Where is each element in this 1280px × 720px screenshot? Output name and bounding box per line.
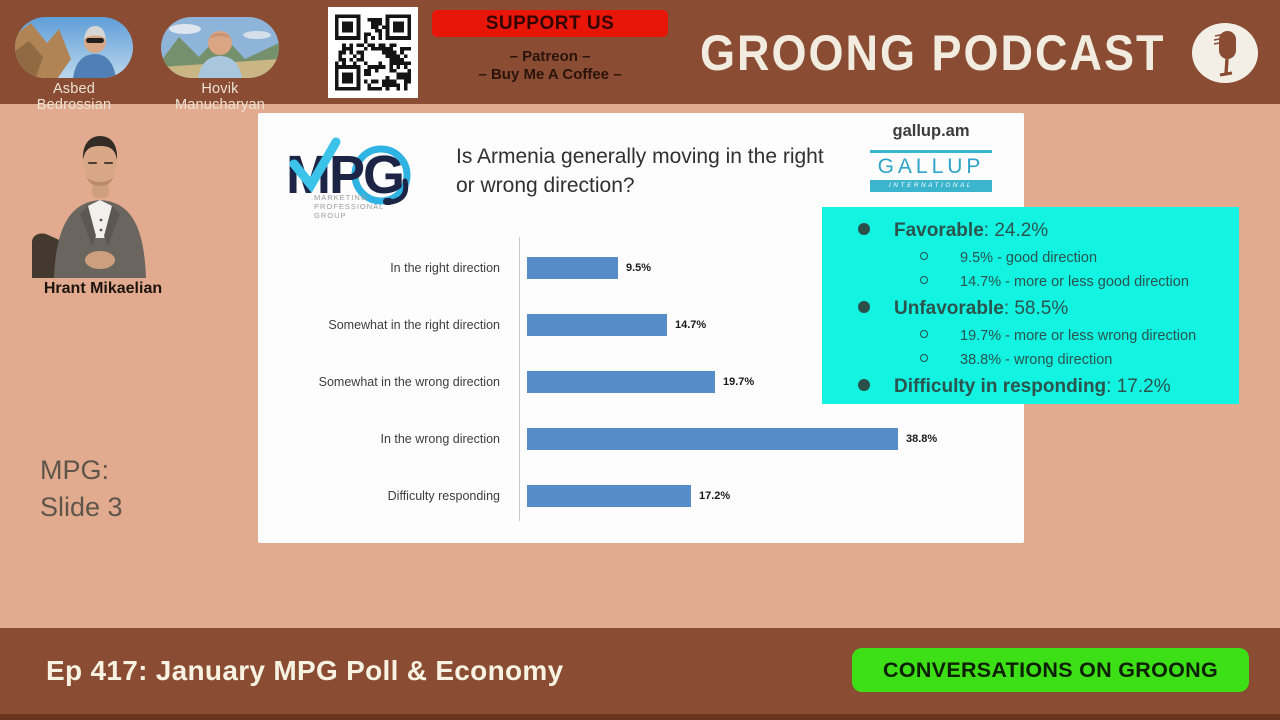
bullet-hollow-icon	[920, 252, 928, 260]
header-bar: Asbed Bedrossian Hovik Manucharyan	[0, 0, 1280, 113]
gallup-logo: gallup.am GALLUP INTERNATIONAL	[870, 122, 992, 192]
chart-value-label: 17.2%	[699, 489, 731, 502]
bar-chart: In the right direction 9.5% Somewhat in th…	[270, 237, 1010, 524]
chart-row: Difficulty responding 17.2%	[270, 467, 1010, 524]
gallup-mark: GALLUP INTERNATIONAL	[870, 150, 992, 192]
slide-reference: MPG: Slide 3	[40, 452, 123, 526]
qr-code-pattern	[335, 14, 411, 91]
bullet-filled-icon	[858, 223, 870, 235]
chart-bar	[527, 256, 618, 279]
bottom-edge-strip	[0, 714, 1280, 720]
bullet-filled-icon	[858, 301, 870, 313]
episode-title: Ep 417: January MPG Poll & Economy	[46, 655, 564, 686]
chart-category-label: Somewhat in the right direction	[328, 317, 500, 332]
guest-photo	[32, 136, 146, 278]
chart-bar	[527, 370, 715, 393]
chart-value-label: 38.8%	[906, 432, 938, 445]
chart-category-label: Difficulty responding	[387, 488, 500, 503]
callout-subitem: 19.7% - more or less wrong direction	[920, 324, 1239, 348]
microphone-icon	[1192, 23, 1258, 83]
slide-ref-line2: Slide 3	[40, 492, 123, 522]
host-name-asbed: Asbed Bedrossian	[36, 81, 112, 113]
callout-item: Difficulty in responding: 17.2%	[858, 372, 1239, 402]
bullet-hollow-icon	[920, 276, 928, 284]
gallup-name: GALLUP	[877, 155, 985, 178]
chart-row: In the right direction 9.5%	[270, 239, 1010, 296]
host-asbed: Asbed Bedrossian	[15, 17, 133, 113]
chart-row: In the wrong direction 38.8%	[270, 410, 1010, 467]
support-patreon-label: – Patreon –	[509, 48, 591, 65]
guest-name: Hrant Mikaelian	[43, 280, 163, 297]
chart-category-label: In the wrong direction	[380, 431, 500, 446]
bullet-hollow-icon	[920, 330, 928, 338]
asbed-photo-graphic	[15, 17, 133, 78]
support-us-button[interactable]: SUPPORT US	[432, 10, 668, 37]
callout-subitem: 14.7% - more or less good direction	[920, 270, 1239, 294]
bullet-hollow-icon	[920, 354, 928, 362]
avatar-asbed	[15, 17, 133, 78]
chart-bar	[527, 427, 898, 450]
chart-value-label: 19.7%	[723, 375, 755, 388]
callout-item-label: Difficulty in responding	[894, 376, 1107, 397]
support-coffee-label: – Buy Me A Coffee –	[478, 66, 622, 83]
qr-code[interactable]	[328, 7, 418, 98]
callout-item: Favorable: 24.2%	[858, 216, 1239, 246]
footer-bar: Ep 417: January MPG Poll & Economy CONVE…	[0, 628, 1280, 720]
chart-category-label: Somewhat in the wrong direction	[318, 374, 500, 389]
avatar-hovik	[161, 17, 279, 78]
bar-chart-rows: In the right direction 9.5% Somewhat in th…	[270, 239, 1010, 524]
chart-axis-line	[519, 237, 520, 521]
callout-item-label: Favorable	[894, 220, 984, 241]
mpg-logo: MPG MARKETING PROFESSIONAL GROUP	[286, 137, 411, 220]
gallup-international-label: INTERNATIONAL	[870, 180, 992, 192]
mpg-sub-1: MARKETING	[314, 193, 368, 202]
host-hovik: Hovik Manucharyan	[155, 17, 285, 113]
conversations-on-groong-badge[interactable]: CONVERSATIONS ON GROONG	[852, 648, 1249, 692]
chart-bar	[527, 484, 691, 507]
chart-value-label: 14.7%	[675, 318, 707, 331]
callout-item-value: : 58.5%	[1003, 298, 1069, 319]
callout-subitem-text: 38.8% - wrong direction	[960, 352, 1113, 368]
callout-subitem-text: 9.5% - good direction	[960, 250, 1098, 266]
callout-item-value: : 24.2%	[983, 220, 1049, 241]
callout-item: Unfavorable: 58.5%	[858, 294, 1239, 324]
mpg-sub-2: PROFESSIONAL	[314, 202, 384, 211]
slide-title: Is Armenia generally moving in the right…	[456, 145, 824, 197]
callout-subitem: 9.5% - good direction	[920, 246, 1239, 270]
podcast-logo-text: GROONG PODCAST	[700, 24, 1166, 82]
mpg-sub-3: GROUP	[314, 211, 347, 220]
callout-subitem: 38.8% - wrong direction	[920, 348, 1239, 372]
gallup-domain: gallup.am	[892, 122, 970, 140]
callout-subitem-text: 19.7% - more or less wrong direction	[960, 328, 1197, 344]
chart-bar	[527, 313, 667, 336]
hovik-photo-graphic	[161, 17, 279, 78]
callout-item-value: : 17.2%	[1106, 376, 1171, 397]
summary-callout: Favorable: 24.2% 9.5% - good direction 14.…	[822, 207, 1239, 404]
host-name-hovik: Hovik Manucharyan	[174, 81, 266, 113]
chart-category-label: In the right direction	[390, 260, 500, 275]
bullet-filled-icon	[858, 379, 870, 391]
chart-row: Somewhat in the right direction 14.7%	[270, 296, 1010, 353]
chart-row: Somewhat in the wrong direction 19.7%	[270, 353, 1010, 410]
chart-value-label: 9.5%	[626, 261, 652, 274]
callout-item-label: Unfavorable	[894, 298, 1004, 319]
callout-subitem-text: 14.7% - more or less good direction	[960, 274, 1189, 290]
slide-ref-line1: MPG:	[40, 455, 110, 485]
